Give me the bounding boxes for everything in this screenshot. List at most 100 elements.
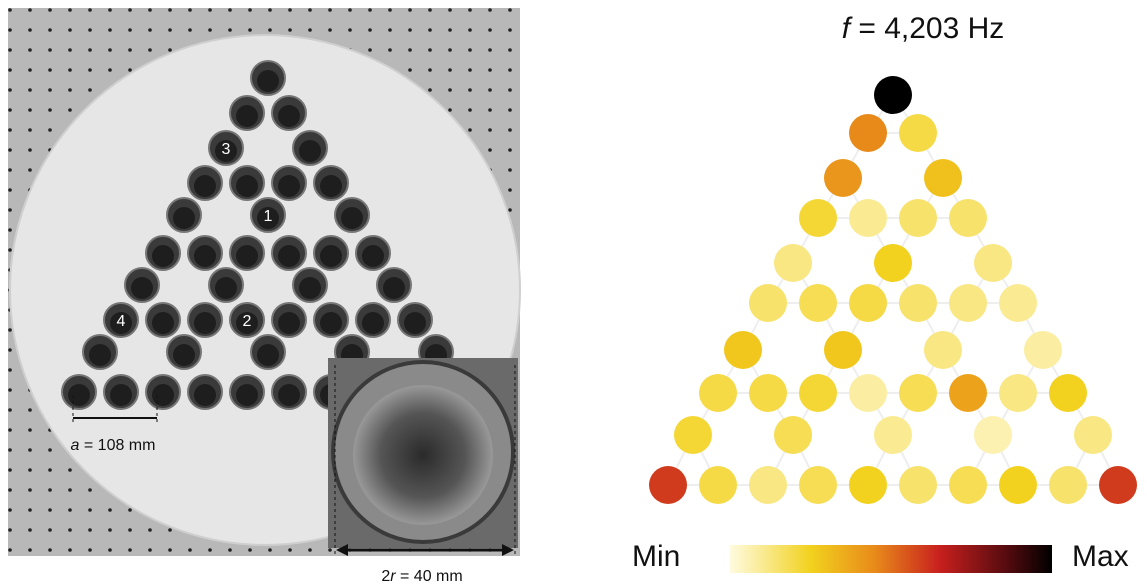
frequency-title: f = 4,203 Hz	[842, 12, 1005, 45]
resonator	[749, 374, 787, 412]
inset-prefix: 2	[381, 568, 390, 585]
resonator	[999, 466, 1037, 504]
hole-bottom	[236, 245, 258, 267]
photo: 1 2 3 4 a = 108 mm	[8, 8, 520, 556]
resonator	[699, 466, 737, 504]
hole-bottom	[152, 245, 174, 267]
resonator	[849, 466, 887, 504]
resonator	[849, 284, 887, 322]
hole-bottom	[194, 175, 216, 197]
resonator	[774, 416, 812, 454]
resonator	[874, 244, 912, 282]
resonator	[849, 199, 887, 237]
resonator	[949, 374, 987, 412]
colorbar	[730, 545, 1052, 573]
resonator	[799, 466, 837, 504]
resonator	[874, 416, 912, 454]
inset-text: = 40 mm	[400, 568, 463, 585]
hole-bottom	[362, 245, 384, 267]
resonator	[899, 466, 937, 504]
hole-bottom	[68, 384, 90, 406]
resonator	[949, 466, 987, 504]
resonator	[799, 284, 837, 322]
resonator	[749, 466, 787, 504]
spacing-label: a = 108 mm	[71, 437, 156, 454]
hole-bottom	[383, 277, 405, 299]
hole-bottom	[236, 105, 258, 127]
resonator	[949, 199, 987, 237]
hole-bottom	[89, 344, 111, 366]
resonator	[924, 159, 962, 197]
resonator	[999, 374, 1037, 412]
resonator	[1024, 331, 1062, 369]
hole-bottom	[362, 312, 384, 334]
hole-bottom	[131, 277, 153, 299]
resonator	[699, 374, 737, 412]
hole-bottom	[278, 384, 300, 406]
resonator	[1074, 416, 1112, 454]
frequency-text: = 4,203 Hz	[858, 12, 1004, 45]
hole-label: 1	[264, 208, 273, 225]
spacing-symbol: a	[71, 437, 80, 454]
hole-bottom	[110, 384, 132, 406]
hole-bottom	[257, 70, 279, 92]
heatmap: f = 4,203 Hz Min Max	[632, 12, 1137, 573]
hole-bottom	[215, 277, 237, 299]
hole-bottom	[194, 312, 216, 334]
colorbar-max: Max	[1072, 540, 1129, 573]
resonator	[949, 284, 987, 322]
resonator	[899, 374, 937, 412]
resonator	[824, 331, 862, 369]
resonator	[799, 199, 837, 237]
inset-cavity	[353, 385, 493, 525]
hole-bottom	[194, 245, 216, 267]
hole-bottom	[341, 207, 363, 229]
hole-label: 2	[243, 313, 252, 330]
resonator	[1099, 466, 1137, 504]
inset-label: 2r = 40 mm	[381, 568, 462, 585]
spacing-text: = 108 mm	[84, 437, 156, 454]
resonator	[849, 114, 887, 152]
resonator	[674, 416, 712, 454]
resonator	[749, 284, 787, 322]
hole-bottom	[404, 312, 426, 334]
hole-bottom	[173, 207, 195, 229]
hole-bottom	[299, 140, 321, 162]
resonator	[799, 374, 837, 412]
colorbar-min: Min	[632, 540, 680, 573]
hole-label: 3	[222, 141, 231, 158]
hole-bottom	[152, 384, 174, 406]
resonator	[899, 199, 937, 237]
resonator	[824, 159, 862, 197]
hole-bottom	[278, 105, 300, 127]
resonator	[999, 284, 1037, 322]
resonator	[774, 244, 812, 282]
hole-bottom	[236, 175, 258, 197]
hole-bottom	[236, 384, 258, 406]
resonator	[974, 244, 1012, 282]
hole-bottom	[320, 175, 342, 197]
hole-bottom	[320, 312, 342, 334]
resonator	[874, 76, 912, 114]
hole-bottom	[278, 175, 300, 197]
resonator	[1049, 466, 1087, 504]
resonator	[724, 331, 762, 369]
inset-symbol: r	[390, 568, 396, 585]
resonator	[1049, 374, 1087, 412]
hole-bottom	[152, 312, 174, 334]
hole-bottom	[299, 277, 321, 299]
hole-bottom	[257, 344, 279, 366]
resonator	[974, 416, 1012, 454]
resonator	[899, 284, 937, 322]
hole-bottom	[278, 245, 300, 267]
resonator	[649, 466, 687, 504]
hole-bottom	[173, 344, 195, 366]
hole-label: 4	[117, 313, 126, 330]
frequency-symbol: f	[842, 12, 853, 45]
resonator	[899, 114, 937, 152]
figure: 1234a = 108 mm f = 4,203 Hz Min Max 2r =…	[0, 0, 1147, 586]
resonator	[849, 374, 887, 412]
hole-bottom	[194, 384, 216, 406]
resonator	[924, 331, 962, 369]
hole-bottom	[320, 245, 342, 267]
